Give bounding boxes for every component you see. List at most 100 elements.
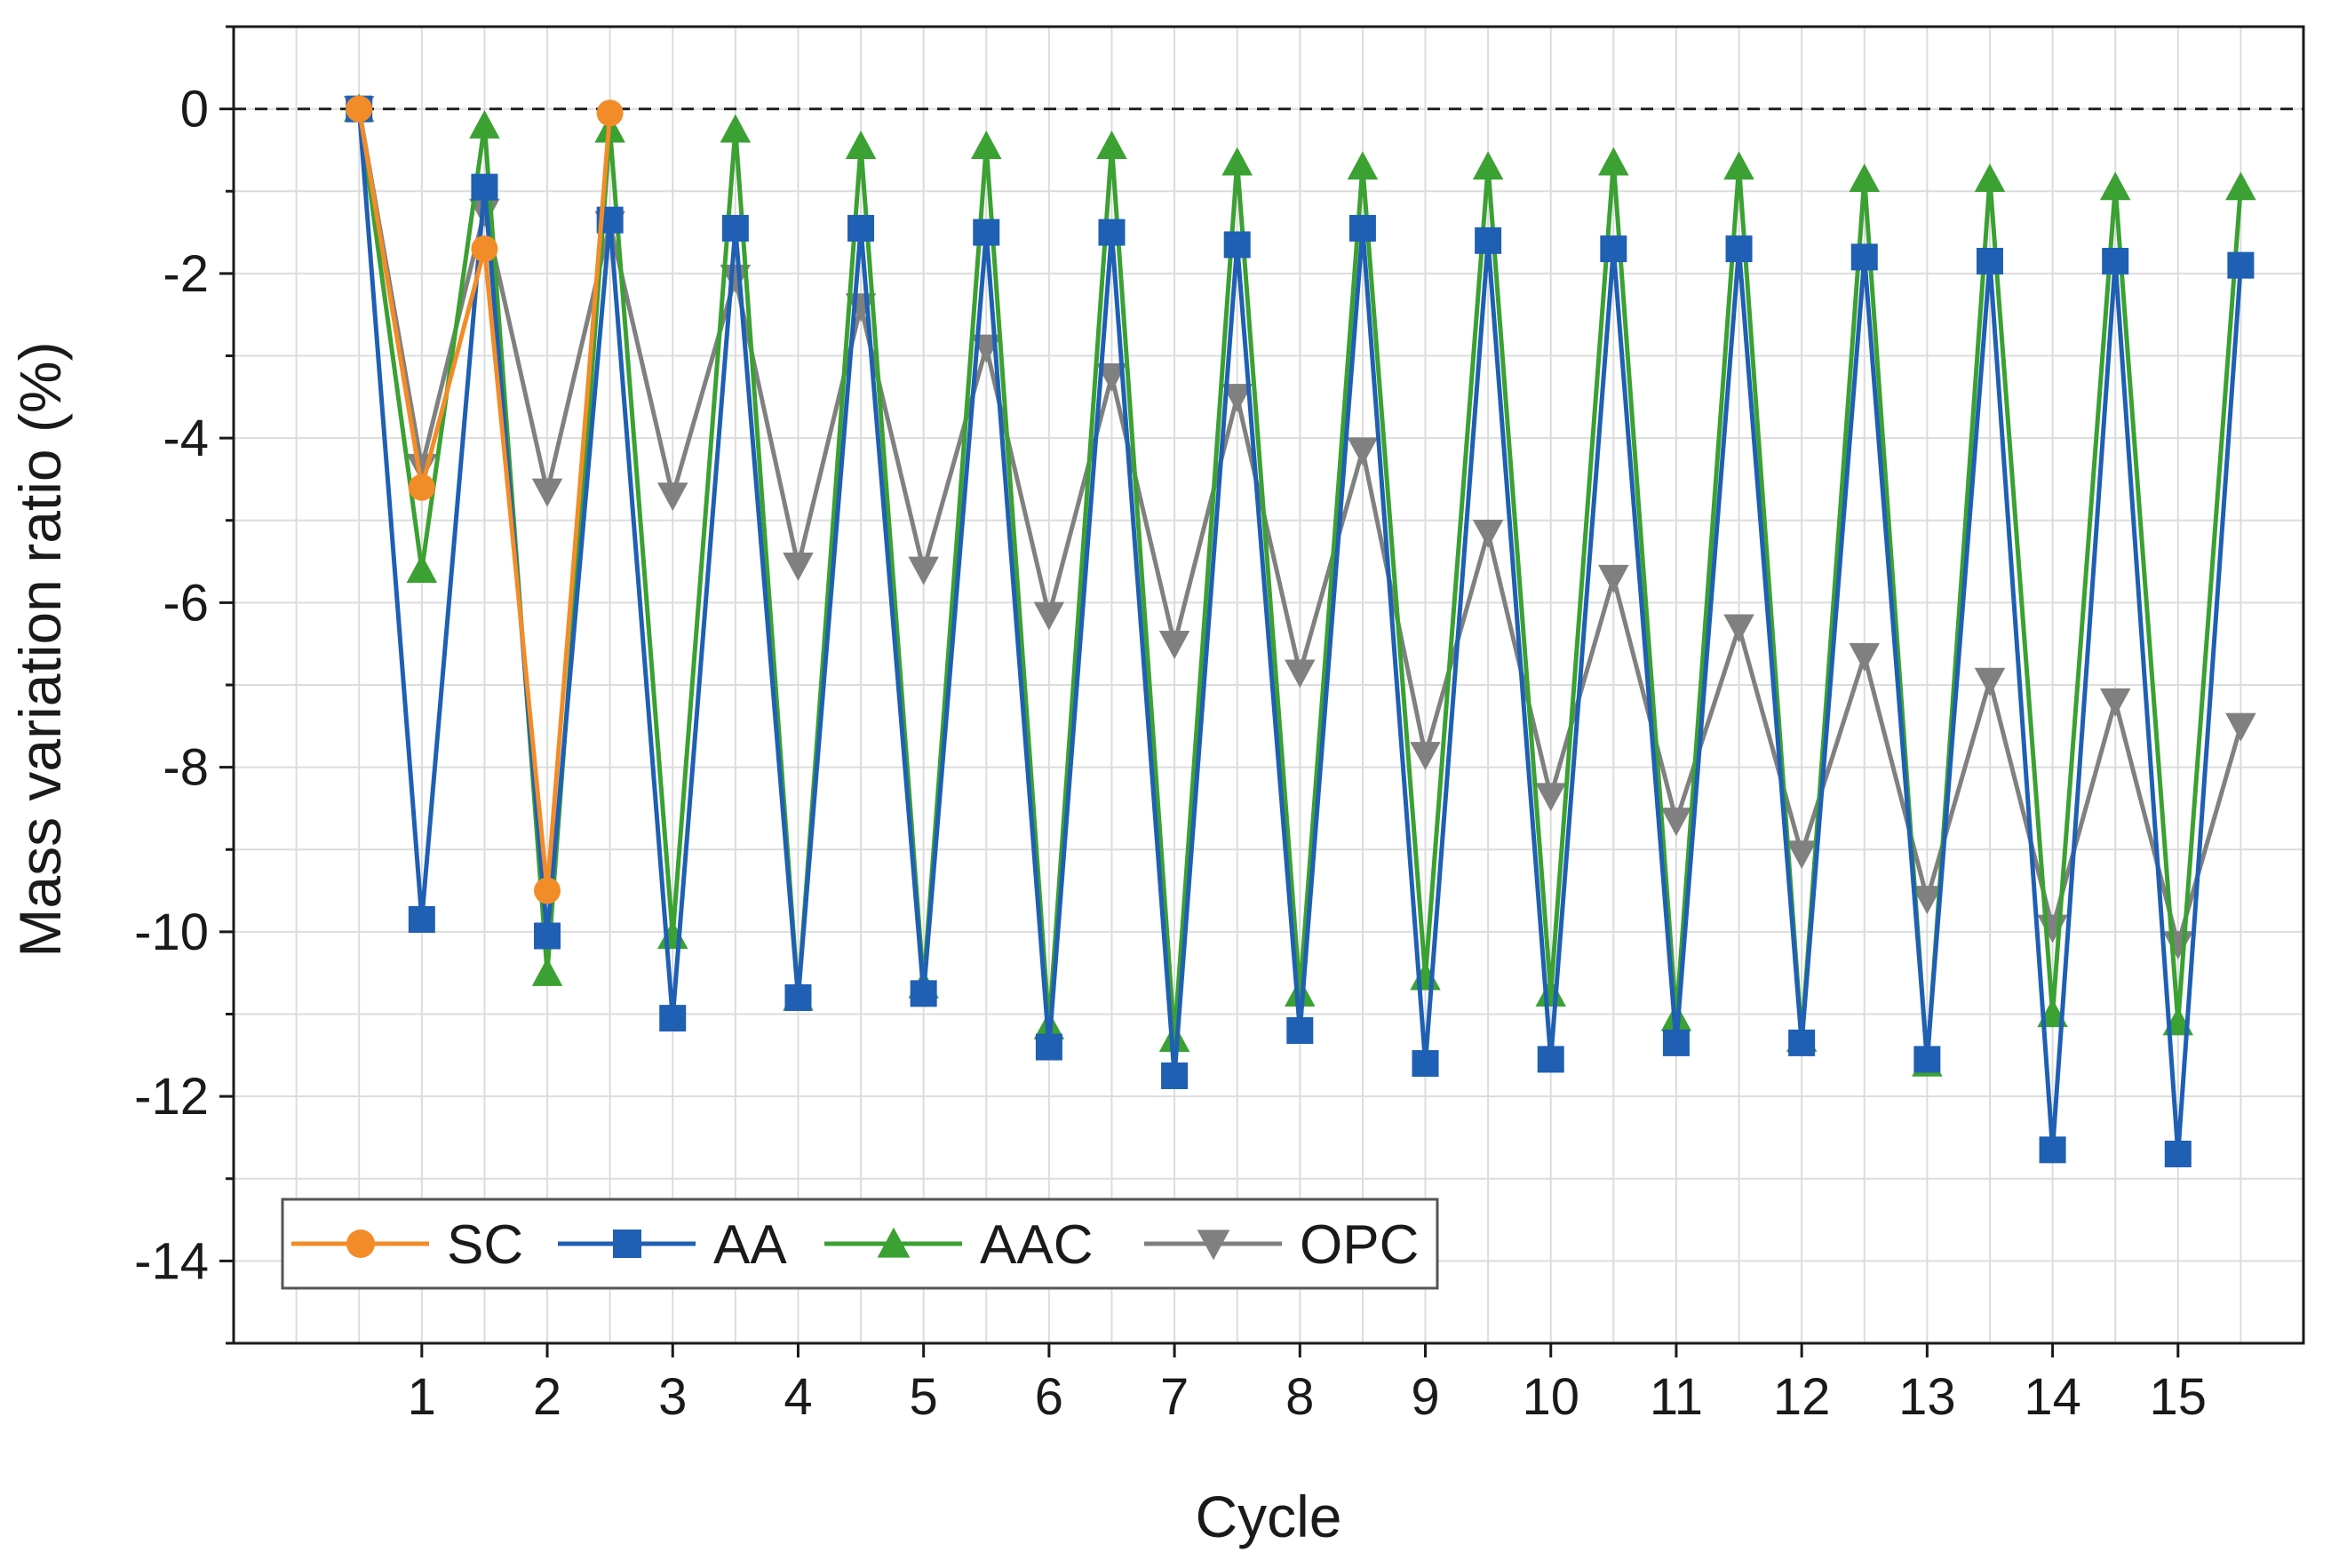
data-point-aa	[973, 219, 1000, 246]
x-axis-label: Cycle	[1195, 1484, 1341, 1549]
data-point-aa	[1161, 1062, 1189, 1089]
data-point-aac	[531, 957, 563, 986]
data-point-aa	[1850, 243, 1878, 271]
data-point-sc	[346, 95, 373, 123]
legend-label: AAC	[980, 1214, 1093, 1276]
data-point-aa	[1913, 1046, 1941, 1073]
data-point-aa	[1475, 227, 1502, 254]
data-point-aa	[1725, 235, 1753, 263]
data-point-aa	[2164, 1140, 2192, 1167]
legend-marker	[877, 1227, 911, 1258]
data-point-aa	[1223, 231, 1251, 259]
data-point-aac	[2225, 171, 2256, 201]
data-point-opc	[1660, 808, 1692, 837]
data-point-aa	[408, 905, 435, 933]
data-point-aa	[2227, 251, 2255, 279]
legend-item-aac: AAC	[824, 1214, 1093, 1276]
data-point-aac	[720, 114, 752, 143]
data-point-opc	[1096, 362, 1127, 392]
data-point-opc	[1221, 384, 1253, 413]
data-point-opc	[2099, 688, 2131, 717]
data-point-aac	[1158, 1023, 1190, 1052]
data-point-aa	[1600, 235, 1627, 263]
data-point-aa	[471, 173, 498, 201]
data-point-opc	[1912, 886, 1943, 915]
x-tick-label: 15	[2150, 1368, 2208, 1426]
x-tick-label: 6	[1035, 1368, 1063, 1426]
x-tick-label: 10	[1522, 1368, 1579, 1426]
series-sc	[346, 95, 624, 904]
data-point-aa	[847, 214, 875, 242]
data-point-opc	[1033, 601, 1065, 631]
data-point-opc	[1598, 564, 1629, 593]
x-tick-label: 9	[1411, 1368, 1439, 1426]
data-point-opc	[1158, 631, 1190, 659]
data-point-opc	[1786, 840, 1818, 870]
x-tick-label: 8	[1285, 1368, 1314, 1426]
data-point-opc	[1974, 667, 2006, 696]
data-point-aac	[1096, 131, 1127, 159]
legend-item-sc: SC	[291, 1214, 523, 1276]
data-point-aa	[721, 214, 749, 242]
data-point-opc	[1535, 783, 1566, 812]
data-point-aa	[2039, 1136, 2066, 1164]
data-point-sc	[471, 235, 498, 263]
data-point-opc	[1723, 614, 1754, 643]
data-point-aa	[2102, 247, 2129, 275]
y-tick-label: -4	[163, 410, 209, 467]
data-point-opc	[531, 478, 563, 507]
data-point-aac	[1285, 978, 1316, 1007]
y-tick-label: -12	[134, 1068, 209, 1126]
data-point-aa	[1788, 1029, 1816, 1056]
x-tick-label: 13	[1898, 1368, 1956, 1426]
data-point-aa	[1537, 1046, 1564, 1073]
data-point-opc	[2162, 931, 2194, 960]
series-layer	[343, 93, 2256, 1167]
y-tick-label: -2	[163, 245, 209, 303]
x-tick-label: 4	[784, 1368, 812, 1426]
data-point-aa	[910, 980, 937, 1007]
data-point-aa	[1412, 1050, 1439, 1078]
data-point-aac	[1598, 147, 1629, 176]
data-point-aac	[1849, 163, 1881, 193]
data-point-aac	[971, 131, 1002, 159]
series-opc	[343, 95, 2256, 960]
data-point-opc	[783, 553, 814, 581]
x-tick-label: 2	[533, 1368, 561, 1426]
data-point-aa	[1286, 1017, 1314, 1045]
data-point-aa	[1098, 219, 1126, 246]
data-point-aa	[784, 983, 812, 1011]
y-tick-label: -14	[134, 1232, 209, 1290]
y-axis: 0 -2 -4 -6 -8 -10 -12 -14	[134, 25, 234, 1345]
data-point-sc	[596, 99, 624, 127]
y-tick-label: 0	[180, 81, 209, 139]
data-point-aac	[656, 920, 688, 950]
data-point-opc	[720, 264, 752, 293]
y-axis-label: Mass variation ratio (%)	[7, 341, 73, 957]
legend-marker	[1197, 1230, 1230, 1261]
x-tick-label: 12	[1773, 1368, 1831, 1426]
data-point-aa	[1662, 1029, 1690, 1056]
legend-label: AA	[713, 1214, 787, 1276]
legend-label: OPC	[1300, 1214, 1419, 1276]
data-point-opc	[1472, 519, 1504, 548]
data-point-aac	[1410, 961, 1441, 991]
legend-label: SC	[447, 1214, 523, 1276]
data-point-opc	[1285, 659, 1316, 688]
data-point-opc	[908, 556, 939, 585]
data-point-aac	[2099, 171, 2131, 201]
data-point-opc	[656, 482, 688, 512]
data-point-aa	[1348, 214, 1376, 242]
legend-item-opc: OPC	[1144, 1214, 1419, 1276]
data-point-aa	[534, 922, 561, 950]
legend-item-aa: AA	[558, 1214, 787, 1276]
data-point-sc	[408, 474, 435, 501]
data-point-aac	[1723, 151, 1754, 180]
data-point-aac	[1472, 151, 1504, 180]
data-point-aa	[1976, 247, 2003, 275]
data-point-opc	[1347, 437, 1379, 466]
x-axis: 1 2 3 4 5 6 7 8 9 10 11 12 13 14 15	[408, 1343, 2207, 1426]
legend: SC AA AAC OPC	[281, 1198, 1439, 1290]
y-tick-label: -8	[163, 739, 209, 797]
